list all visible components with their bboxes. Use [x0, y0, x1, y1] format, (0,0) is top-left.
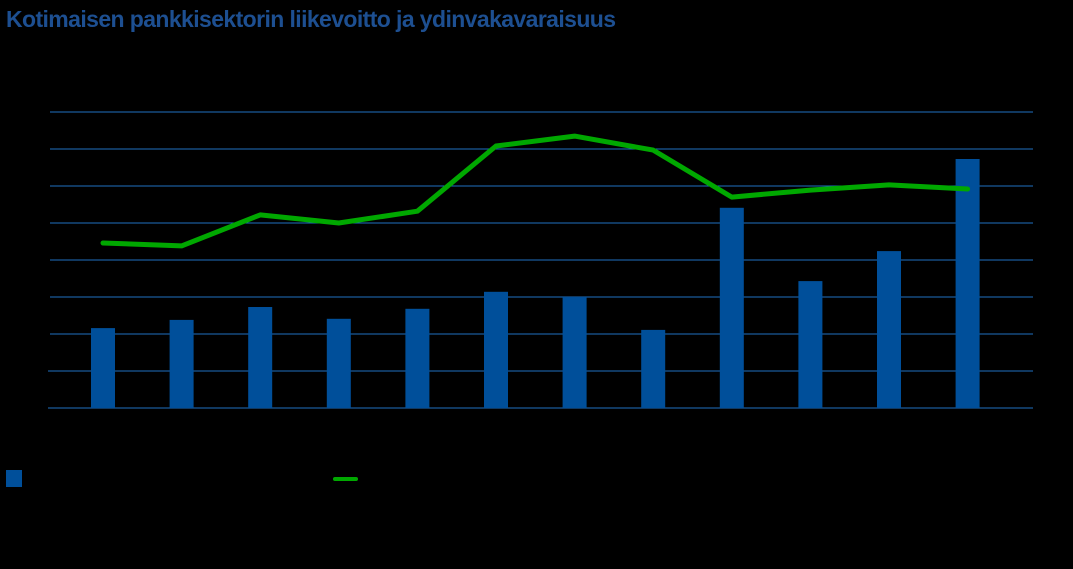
legend-line-swatch-icon [333, 477, 358, 481]
bar [405, 308, 430, 408]
bar [562, 297, 587, 408]
bar [955, 159, 980, 408]
bar [877, 251, 901, 408]
line-path [100, 133, 971, 249]
bar [719, 207, 744, 408]
bar [169, 319, 194, 408]
bar [326, 318, 351, 408]
bar [248, 307, 273, 408]
bar-series [91, 159, 980, 408]
bar [484, 291, 508, 408]
bar [641, 329, 666, 408]
bar [91, 328, 115, 408]
legend-bar-swatch-icon [6, 470, 22, 487]
chart-title: Kotimaisen pankkisektorin liikevoitto ja… [6, 6, 616, 32]
legend-item-bars [6, 470, 30, 487]
legend-item-line [333, 477, 366, 481]
line-series [100, 133, 971, 249]
bar [798, 281, 823, 408]
